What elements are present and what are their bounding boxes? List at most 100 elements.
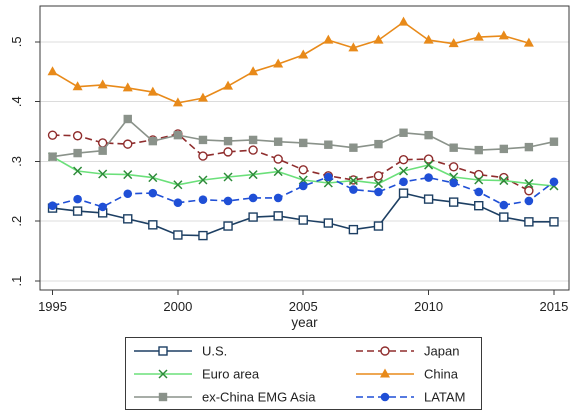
- legend-marker-china: [380, 368, 390, 378]
- point-japan: [423, 154, 434, 164]
- point-latam: [123, 189, 133, 199]
- point-latam: [148, 188, 158, 198]
- point-euro-area: [223, 172, 233, 182]
- point-japan: [248, 145, 258, 155]
- legend-marker-euro-area: [158, 369, 168, 379]
- point-latam: [399, 177, 408, 187]
- point-u-s: [474, 200, 484, 211]
- point-u-s: [398, 188, 409, 198]
- x-axis: 1995 2000 2005 2010 2015: [38, 290, 568, 314]
- point-u-s: [148, 220, 158, 230]
- point-japan: [198, 151, 208, 161]
- point-latam: [374, 187, 383, 197]
- point-u-s: [123, 214, 133, 224]
- point-u-s: [549, 217, 559, 227]
- point-china: [223, 80, 234, 90]
- point-latam: [524, 196, 534, 206]
- point-latam: [349, 185, 358, 194]
- point-china: [248, 66, 259, 76]
- point-latam: [198, 195, 208, 205]
- legend-marker-u-s: [158, 346, 168, 356]
- point-euro-area: [373, 179, 383, 189]
- y-tick-label: .2: [9, 216, 24, 227]
- point-japan: [123, 139, 133, 149]
- legend-item-euro-area: Euro area: [134, 367, 260, 382]
- point-japan: [373, 171, 384, 181]
- point-ex-china-emg-asia: [424, 130, 433, 140]
- point-china: [273, 58, 284, 68]
- series-line-latam: [52, 176, 555, 208]
- point-japan: [448, 162, 459, 172]
- point-euro-area: [424, 160, 434, 170]
- series-line-china: [52, 21, 530, 104]
- point-china: [147, 86, 158, 96]
- legend: U.S. Japan Euro area China ex-China EMG Asia…: [125, 337, 482, 410]
- point-china: [197, 92, 208, 102]
- point-euro-area: [248, 170, 258, 180]
- point-japan: [97, 138, 108, 148]
- point-u-s: [524, 217, 534, 227]
- point-japan: [524, 186, 534, 196]
- plot-frame: [39, 5, 570, 291]
- point-latam: [73, 194, 82, 204]
- legend-label-china: China: [424, 367, 459, 382]
- point-euro-area: [123, 170, 133, 180]
- point-ex-china-emg-asia: [374, 139, 383, 149]
- point-latam: [223, 196, 233, 206]
- point-ex-china-emg-asia: [198, 135, 208, 145]
- legend-item-china: China: [356, 367, 459, 382]
- point-euro-area: [399, 166, 409, 176]
- x-tick-label: 2010: [414, 299, 443, 314]
- legend-label-japan: Japan: [424, 344, 459, 359]
- point-latam: [474, 187, 484, 197]
- point-ex-china-emg-asia: [349, 143, 358, 152]
- point-u-s: [248, 212, 258, 222]
- point-ex-china-emg-asia: [173, 130, 183, 140]
- point-u-s: [223, 221, 233, 231]
- point-euro-area: [198, 175, 208, 185]
- point-ex-china-emg-asia: [499, 144, 509, 154]
- point-latam: [98, 202, 107, 212]
- point-japan: [273, 154, 283, 164]
- legend-label-latam: LATAM: [424, 390, 465, 405]
- point-latam: [298, 181, 308, 191]
- point-latam: [549, 177, 559, 187]
- point-u-s: [72, 206, 83, 216]
- point-ex-china-emg-asia: [474, 145, 483, 155]
- legend-swatch-japan: [356, 346, 414, 356]
- x-tick-label: 2000: [163, 299, 192, 314]
- y-tick-label: .4: [9, 96, 24, 107]
- point-u-s: [448, 197, 459, 207]
- legend-item-ex-china-emg-asia: ex-China EMG Asia: [134, 390, 316, 405]
- point-china: [72, 81, 83, 91]
- point-china: [298, 49, 309, 59]
- point-china: [348, 42, 359, 52]
- point-ex-china-emg-asia: [248, 135, 258, 145]
- legend-item-japan: Japan: [356, 344, 459, 359]
- point-ex-china-emg-asia: [549, 137, 559, 146]
- point-japan: [298, 165, 308, 175]
- series-ex-china-emg-asia: [48, 114, 559, 161]
- point-ex-china-emg-asia: [123, 114, 132, 124]
- point-euro-area: [273, 167, 283, 177]
- point-ex-china-emg-asia: [524, 142, 534, 152]
- series-china: [47, 16, 534, 107]
- point-latam: [449, 178, 458, 188]
- point-latam: [173, 198, 183, 208]
- point-euro-area: [348, 176, 358, 186]
- point-latam: [248, 193, 258, 203]
- y-tick-label: .5: [9, 36, 24, 47]
- legend-marker-latam: [380, 392, 390, 402]
- point-u-s: [173, 230, 183, 240]
- x-tick-label: 2015: [539, 299, 568, 314]
- point-ex-china-emg-asia: [73, 148, 82, 158]
- point-japan: [72, 131, 83, 141]
- point-euro-area: [148, 173, 158, 183]
- point-latam: [48, 201, 57, 210]
- legend-label-ex-china-emg-asia: ex-China EMG Asia: [202, 390, 316, 405]
- point-china: [323, 34, 334, 44]
- y-tick-label: .3: [9, 156, 24, 167]
- point-euro-area: [499, 176, 509, 186]
